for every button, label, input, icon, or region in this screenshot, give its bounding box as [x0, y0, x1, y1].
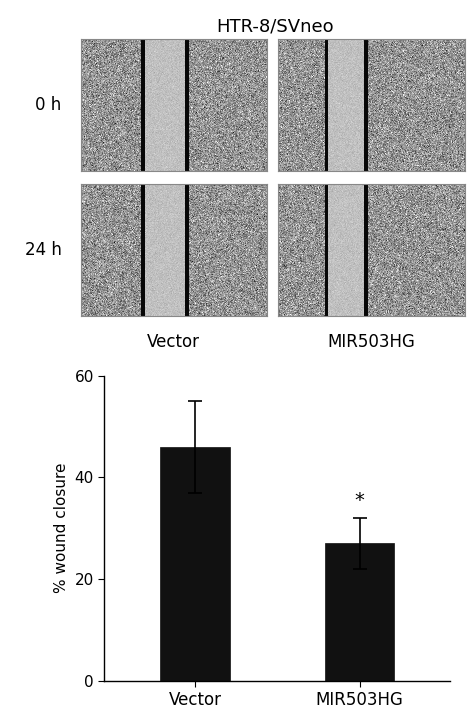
Text: MIR503HG: MIR503HG	[328, 333, 415, 351]
Bar	[325, 544, 394, 681]
Bar	[160, 447, 229, 681]
Text: HTR-8/SVneo: HTR-8/SVneo	[216, 18, 334, 35]
Text: 0 h: 0 h	[36, 96, 62, 114]
Y-axis label: % wound closure: % wound closure	[54, 463, 69, 593]
Text: 24 h: 24 h	[25, 240, 62, 259]
Text: *: *	[355, 491, 365, 510]
Text: Vector: Vector	[147, 333, 200, 351]
